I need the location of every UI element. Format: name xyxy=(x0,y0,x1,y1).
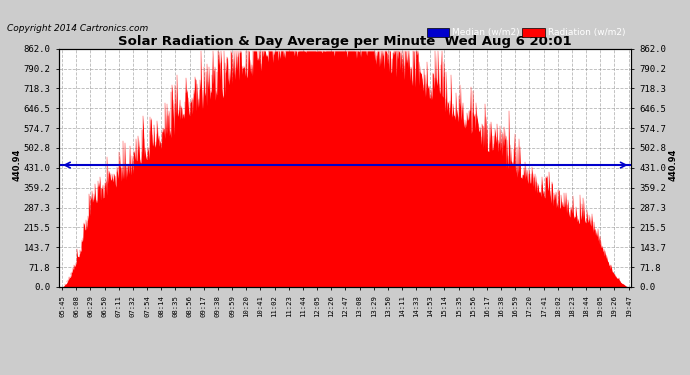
Text: Copyright 2014 Cartronics.com: Copyright 2014 Cartronics.com xyxy=(7,24,148,33)
Text: 440.94: 440.94 xyxy=(13,149,22,181)
Title: Solar Radiation & Day Average per Minute  Wed Aug 6 20:01: Solar Radiation & Day Average per Minute… xyxy=(118,34,572,48)
Text: 440.94: 440.94 xyxy=(668,149,677,181)
Legend: Median (w/m2), Radiation (w/m2): Median (w/m2), Radiation (w/m2) xyxy=(425,26,627,39)
